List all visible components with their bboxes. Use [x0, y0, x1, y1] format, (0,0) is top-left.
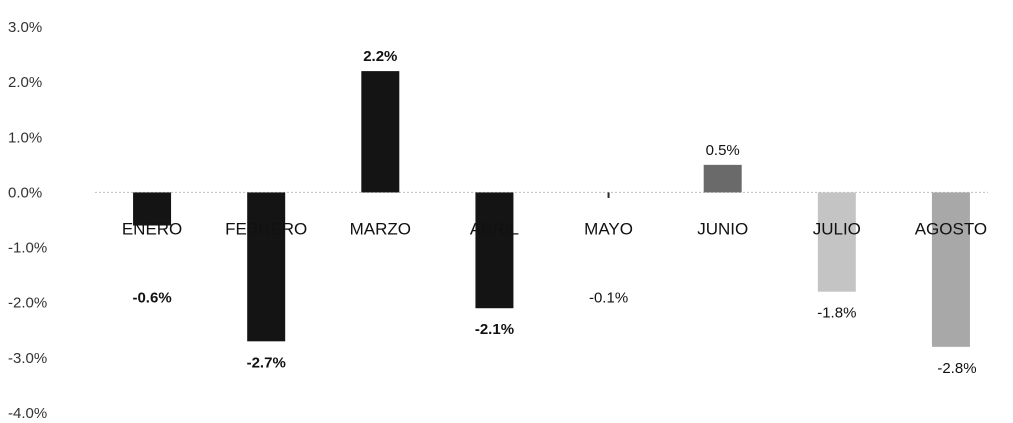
bar-marzo — [361, 71, 400, 193]
data-label: -0.6% — [132, 289, 171, 306]
bar-julio — [817, 192, 856, 292]
y-tick-label: 1.0% — [8, 129, 42, 146]
y-tick-label: -1.0% — [8, 240, 47, 257]
category-label: JULIO — [813, 219, 861, 238]
data-label: 0.5% — [706, 142, 740, 159]
category-label: ENERO — [122, 219, 182, 238]
category-label: JUNIO — [697, 219, 748, 238]
data-label: -2.1% — [475, 321, 514, 338]
category-label: AGOSTO — [915, 219, 987, 238]
y-tick-label: -4.0% — [8, 405, 47, 422]
data-label: 2.2% — [363, 48, 397, 65]
bar-abril — [475, 192, 514, 309]
y-tick-label: 3.0% — [8, 19, 42, 36]
bar-junio — [703, 164, 742, 193]
category-label: FEBRERO — [225, 219, 307, 238]
y-axis: 3.0% 2.0% 1.0% 0.0% -1.0% -2.0% -3.0% -4.0% — [8, 19, 47, 422]
bar-mayo — [607, 192, 610, 198]
category-label: ABRIL — [470, 219, 519, 238]
bars — [133, 71, 970, 347]
data-label: -2.8% — [937, 360, 976, 377]
y-tick-label: -3.0% — [8, 350, 47, 367]
y-tick-label: 2.0% — [8, 74, 42, 91]
y-tick-label: 0.0% — [8, 184, 42, 201]
bar-enero — [133, 192, 172, 226]
category-label: MARZO — [350, 219, 411, 238]
data-label: -0.1% — [589, 289, 628, 306]
category-label: MAYO — [584, 219, 633, 238]
category-labels: ENERO FEBRERO MARZO ABRIL MAYO JUNIO JULIO AGOS… — [122, 219, 987, 238]
data-label: -2.7% — [247, 354, 286, 371]
y-tick-label: -2.0% — [8, 295, 47, 312]
bar-febrero — [247, 192, 286, 342]
bar-agosto — [931, 192, 970, 347]
data-labels: -0.6% -2.7% 2.2% -2.1% -0.1% 0.5% -1.8% -2.8% — [132, 48, 976, 377]
data-label: -1.8% — [817, 305, 856, 322]
